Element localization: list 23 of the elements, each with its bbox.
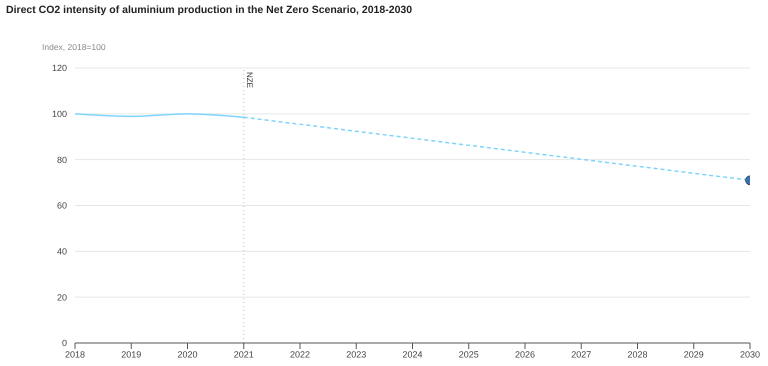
x-tick-label: 2029	[684, 349, 704, 360]
y-tick-label: 80	[56, 154, 67, 165]
y-tick-label: 100	[52, 109, 67, 120]
x-tick-label: 2024	[402, 349, 423, 360]
ref-line-label: NZE	[244, 72, 254, 88]
y-axis-title: Index, 2018=100	[42, 42, 106, 52]
y-tick-label: 0	[62, 338, 67, 348]
x-tick-label: 2027	[571, 349, 592, 360]
x-tick-label: 2019	[121, 349, 142, 360]
y-tick-label: 60	[56, 200, 67, 211]
x-tick-label: 2026	[514, 349, 536, 360]
x-tick-label: 2021	[234, 349, 254, 360]
y-tick-label: 120	[52, 63, 67, 74]
x-tick-label: 2020	[177, 349, 198, 360]
x-tick-label: 2030	[740, 349, 760, 360]
x-tick-label: 2028	[627, 349, 648, 360]
x-tick-label: 2018	[64, 349, 86, 360]
x-tick-label: 2022	[290, 349, 310, 360]
y-tick-label: 20	[56, 292, 67, 302]
y-tick-label: 40	[56, 246, 67, 257]
chart-title: Direct CO2 intensity of aluminium production in the Net Zero Scenario, 2018-2030	[6, 4, 412, 16]
x-tick-label: 2025	[458, 349, 479, 360]
x-tick-label: 2023	[346, 349, 366, 360]
